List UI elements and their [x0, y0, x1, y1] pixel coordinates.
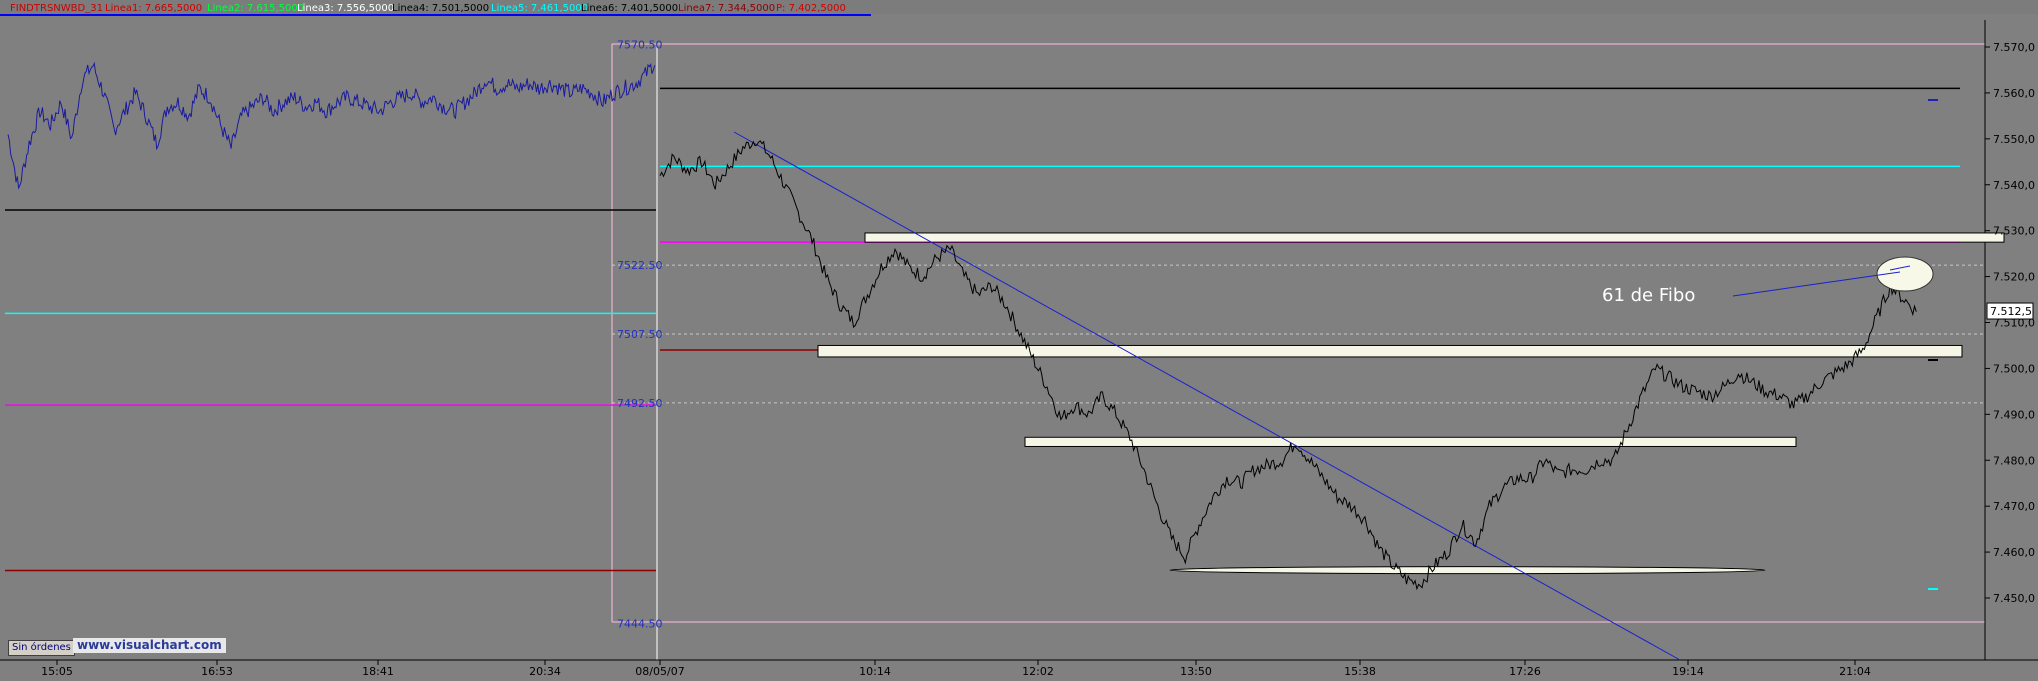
legend-item: P: 7.402,5000 — [776, 3, 846, 14]
y-tick-label: 7.480,0 — [1993, 454, 2035, 467]
fibo-highlight — [1876, 256, 1934, 292]
legend-item: Linea1: 7.665,5000 — [105, 3, 202, 14]
x-tick-label: 08/05/07 — [635, 665, 684, 677]
y-tick-label: 7.530,0 — [1993, 225, 2035, 238]
x-tick-label: 19:14 — [1672, 665, 1704, 677]
resistance-zone — [864, 232, 2005, 243]
x-tick-label: 15:05 — [41, 665, 73, 677]
x-tick-label: 12:02 — [1022, 665, 1054, 677]
y-tick-label: 7.500,0 — [1993, 362, 2035, 375]
resistance-zone — [1024, 436, 1797, 447]
fibo-arrow-head — [1889, 265, 1911, 271]
level-label: 7507.50 — [617, 328, 663, 341]
x-tick-label: 18:41 — [362, 665, 394, 677]
y-tick-label: 7.570,0 — [1993, 41, 2035, 54]
y-tick-label: 7.540,0 — [1993, 179, 2035, 192]
level-label: 7444.50 — [617, 617, 663, 630]
x-tick-label: 10:14 — [859, 665, 891, 677]
y-tick-label: 7.520,0 — [1993, 271, 2035, 284]
y-tick-label: 7.470,0 — [1993, 500, 2035, 513]
last-price-label: 7.512,5 — [1990, 305, 2032, 318]
last-price-tag: 7.512,5 — [1986, 302, 2034, 320]
previous-session-price-line — [7, 61, 656, 190]
support-zone — [1169, 566, 1766, 575]
watermark: www.visualchart.com — [73, 638, 226, 653]
fibo-arrow — [1732, 271, 1901, 297]
x-tick-label: 16:53 — [201, 665, 233, 677]
trend-line — [733, 131, 1681, 661]
x-tick-label: 17:26 — [1509, 665, 1541, 677]
y-tick-label: 7.510,0 — [1993, 317, 2035, 330]
fibo-annotation: 61 de Fibo — [1602, 285, 1695, 306]
x-tick-label: 13:50 — [1180, 665, 1212, 677]
legend-item: Linea7: 7.344,5000 — [678, 3, 775, 14]
x-tick-label: 21:04 — [1839, 665, 1871, 677]
legend-item: Linea6: 7.401,5000 — [581, 3, 678, 14]
legend-item: FINDTRSNWBD_31 — [10, 3, 103, 14]
resistance-zone — [817, 344, 1963, 358]
indicator-legend: FINDTRSNWBD_31 Linea1: 7.665,5000 Linea2: … — [10, 3, 846, 14]
x-tick-label: 20:34 — [529, 665, 561, 677]
legend-item: Linea3: 7.556,5000 — [297, 3, 394, 14]
level-label: 7570.50 — [617, 39, 663, 52]
y-tick-label: 7.490,0 — [1993, 408, 2035, 421]
y-tick-label: 7.450,0 — [1993, 592, 2035, 605]
legend-item: Linea4: 7.501,5000 — [392, 3, 489, 14]
y-axis: 7.450,0 7.460,0 7.470,0 7.480,0 7.490,0 7.500… — [1985, 41, 2035, 605]
y-tick-label: 7.560,0 — [1993, 87, 2035, 100]
legend-item: Linea2: 7.615,5000 — [207, 3, 304, 14]
x-tick-label: 15:38 — [1344, 665, 1376, 677]
x-axis: 15:05 16:53 18:41 20:34 08/05/07 10:14 12:02 13… — [41, 660, 1871, 678]
last-price-box — [1986, 302, 2034, 320]
orders-button[interactable]: Sin órdenes — [8, 640, 75, 656]
y-tick-label: 7.460,0 — [1993, 546, 2035, 559]
legend-item: Linea5: 7.461,5000 — [491, 3, 588, 14]
level-label: 7492.50 — [617, 397, 663, 410]
session-price-line — [659, 140, 1917, 591]
level-label: 7522.50 — [617, 259, 663, 272]
y-tick-label: 7.550,0 — [1993, 133, 2035, 146]
